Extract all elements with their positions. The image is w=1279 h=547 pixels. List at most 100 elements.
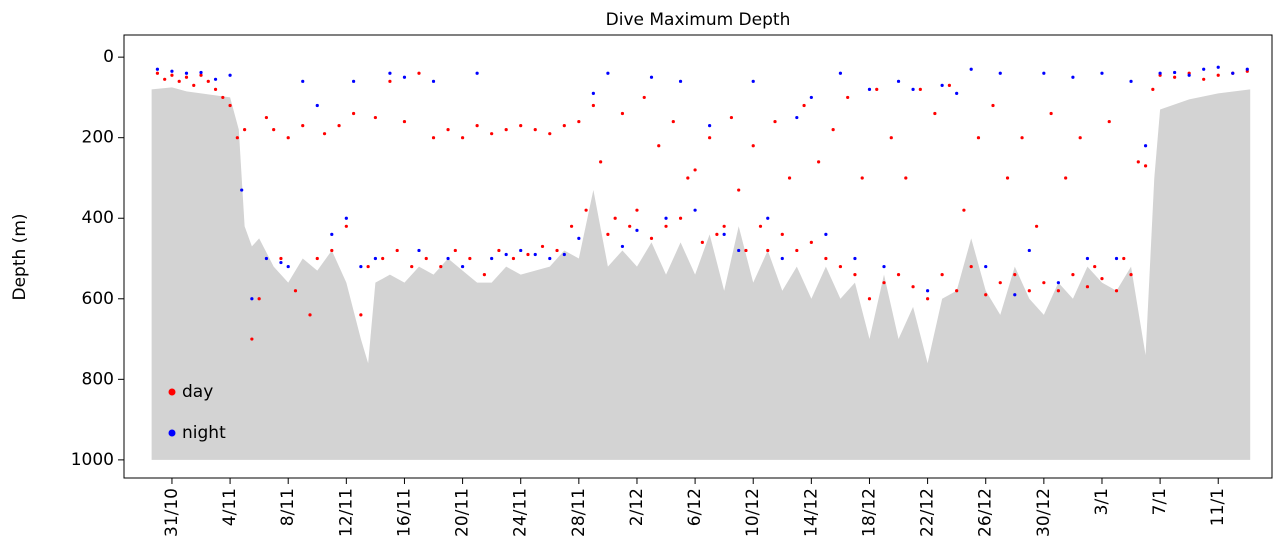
point: [308, 313, 312, 317]
point: [998, 71, 1002, 75]
point: [766, 248, 770, 253]
point: [940, 273, 944, 277]
point: [1013, 293, 1017, 297]
point: [1056, 289, 1060, 293]
x-tick-label: 16/11: [394, 488, 414, 537]
legend-label: night: [182, 423, 226, 443]
point: [540, 244, 545, 249]
point: [286, 136, 290, 140]
point: [439, 264, 443, 269]
point: [1093, 264, 1097, 269]
point: [1187, 73, 1191, 77]
point: [628, 224, 632, 228]
point: [686, 176, 690, 180]
point: [250, 297, 254, 301]
point: [1216, 73, 1220, 77]
point: [824, 256, 828, 261]
point: [490, 256, 494, 261]
point: [453, 248, 457, 253]
point: [1056, 281, 1060, 285]
point: [511, 256, 516, 261]
point: [802, 103, 806, 108]
point: [330, 232, 334, 236]
y-tick-label: 1000: [71, 450, 114, 470]
point: [882, 281, 886, 285]
x-tick-label: 8/11: [278, 488, 298, 526]
point: [519, 248, 523, 253]
point: [344, 216, 348, 220]
x-tick-label: 6/12: [685, 488, 705, 526]
point: [1042, 71, 1046, 75]
point: [649, 236, 654, 240]
point: [163, 77, 167, 81]
point: [1143, 144, 1148, 148]
point: [737, 188, 741, 192]
point: [526, 252, 530, 257]
point: [1027, 289, 1031, 293]
point: [729, 115, 734, 120]
point: [381, 256, 385, 261]
point: [795, 248, 799, 253]
point: [301, 124, 305, 128]
x-tick-label: 14/12: [801, 488, 821, 537]
y-tick-label: 200: [82, 128, 114, 148]
point: [642, 95, 646, 100]
point: [867, 297, 872, 301]
point: [315, 103, 319, 108]
point: [272, 128, 276, 132]
point: [337, 124, 341, 128]
point: [722, 232, 726, 236]
point: [490, 132, 494, 136]
point: [228, 103, 232, 108]
point: [1114, 289, 1119, 293]
point: [758, 224, 763, 228]
point: [373, 115, 377, 120]
point: [504, 128, 508, 132]
point: [678, 79, 683, 83]
point: [671, 119, 675, 124]
point: [533, 128, 537, 132]
point: [846, 95, 850, 100]
point: [896, 273, 901, 277]
point: [533, 252, 537, 257]
point: [569, 224, 574, 228]
x-tick-label: 3/1: [1092, 488, 1112, 515]
point: [947, 83, 951, 87]
point: [475, 124, 479, 128]
x-tick-label: 20/11: [453, 488, 473, 537]
point: [606, 232, 610, 236]
point: [366, 264, 370, 269]
point: [998, 281, 1002, 285]
point: [606, 71, 610, 75]
point: [504, 252, 508, 257]
x-tick-label: 11/1: [1208, 488, 1228, 526]
x-tick-label: 28/11: [569, 488, 589, 537]
point: [562, 252, 566, 257]
y-tick-label: 0: [103, 47, 114, 67]
y-tick-label: 800: [82, 369, 114, 389]
point: [708, 124, 712, 128]
x-tick-label: 31/10: [162, 488, 182, 537]
x-tick-label: 30/12: [1034, 488, 1054, 537]
point: [359, 264, 363, 269]
point: [1143, 164, 1148, 168]
point: [867, 87, 872, 91]
point: [889, 136, 893, 140]
x-tick-label: 12/11: [336, 488, 356, 537]
x-tick-label: 2/12: [627, 488, 647, 526]
point: [192, 83, 196, 87]
point: [279, 256, 283, 261]
point: [795, 115, 799, 120]
y-tick-label: 600: [82, 289, 114, 309]
point: [1064, 176, 1068, 180]
point: [402, 119, 407, 124]
point: [424, 256, 428, 261]
point: [969, 67, 973, 71]
point: [664, 216, 668, 220]
point: [1129, 273, 1133, 277]
point: [395, 248, 399, 253]
point: [773, 119, 777, 124]
point: [388, 79, 392, 83]
point: [817, 160, 821, 164]
point: [293, 289, 298, 293]
